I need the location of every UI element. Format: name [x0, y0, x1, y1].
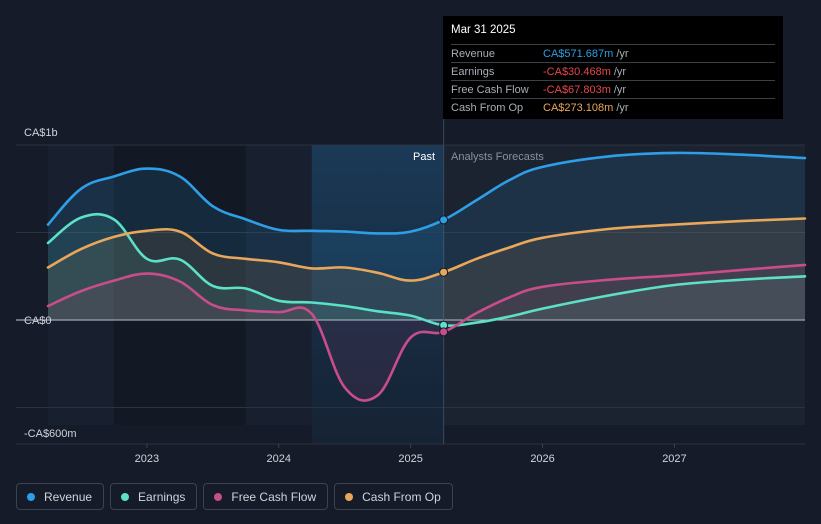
earnings-area: [48, 214, 805, 326]
legend-dot-icon: [121, 492, 130, 501]
x-tick-label: 2023: [135, 453, 159, 465]
tooltip-row-free-cash-flow: Free Cash Flow -CA$67.803m /yr: [451, 80, 775, 98]
tooltip-row-revenue: Revenue CA$571.687m /yr: [451, 44, 775, 62]
tooltip-value: CA$273.108m: [543, 101, 614, 114]
tooltip-row-earnings: Earnings -CA$30.468m /yr: [451, 62, 775, 80]
y-tick-label: -CA$600m: [24, 428, 77, 440]
tooltip-label: Free Cash Flow: [451, 83, 529, 96]
year-band: [113, 145, 246, 425]
legend-dot-icon: [27, 492, 35, 501]
legend-item-free-cash-flow[interactable]: Free Cash Flow: [203, 483, 329, 510]
legend-item-earnings[interactable]: Earnings: [110, 483, 198, 510]
free-cash-flow-area: [48, 264, 805, 401]
tooltip-row-cash-from-op: Cash From Op CA$273.108m /yr: [451, 98, 775, 116]
forecast-region: [443, 145, 805, 425]
revenue-point: [439, 215, 449, 225]
year-band: [245, 145, 312, 425]
x-tick-label: 2027: [662, 453, 686, 465]
tooltip-unit: /yr: [613, 83, 627, 96]
revenue-line: [46, 151, 807, 235]
tooltip-unit: /yr: [616, 101, 629, 114]
cash-from-op-point: [439, 267, 449, 277]
legend: Revenue Earnings Free Cash Flow Cash Fro…: [16, 483, 453, 510]
legend-item-cash-from-op[interactable]: Cash From Op: [334, 483, 453, 510]
forecast-marker-label: Analysts Forecasts: [451, 151, 544, 163]
tooltip-value: CA$571.687m: [543, 47, 614, 60]
free-cash-flow-point: [439, 327, 449, 337]
legend-label: Earnings: [138, 489, 186, 504]
tooltip-date: Mar 31 2025: [451, 24, 516, 36]
tooltip-unit: /yr: [616, 47, 629, 60]
tooltip-label: Earnings: [451, 65, 495, 78]
tooltip-value: -CA$67.803m: [543, 83, 611, 96]
earnings-line: [46, 212, 807, 327]
tooltip-label: Revenue: [451, 47, 496, 60]
legend-label: Free Cash Flow: [231, 489, 317, 504]
legend-dot-icon: [214, 492, 223, 501]
legend-label: Cash From Op: [362, 489, 441, 504]
x-tick-label: 2025: [398, 453, 422, 465]
cash-from-op-line: [46, 217, 807, 282]
legend-item-revenue[interactable]: Revenue: [16, 483, 105, 510]
tooltip-label: Cash From Op: [451, 101, 524, 114]
x-tick-label: 2024: [267, 453, 291, 465]
legend-dot-icon: [345, 492, 354, 501]
past-marker-label: Past: [413, 151, 435, 163]
free-cash-flow-line: [46, 263, 807, 402]
tooltip-value: -CA$30.468m: [543, 65, 611, 78]
y-tick-label: CA$0: [24, 315, 52, 327]
x-tick-label: 2026: [530, 453, 554, 465]
y-tick-label: CA$1b: [24, 127, 58, 139]
tooltip: Mar 31 2025 Revenue CA$571.687m /yr Earn…: [443, 16, 783, 119]
tooltip-unit: /yr: [613, 65, 627, 78]
legend-label: Revenue: [44, 489, 93, 504]
